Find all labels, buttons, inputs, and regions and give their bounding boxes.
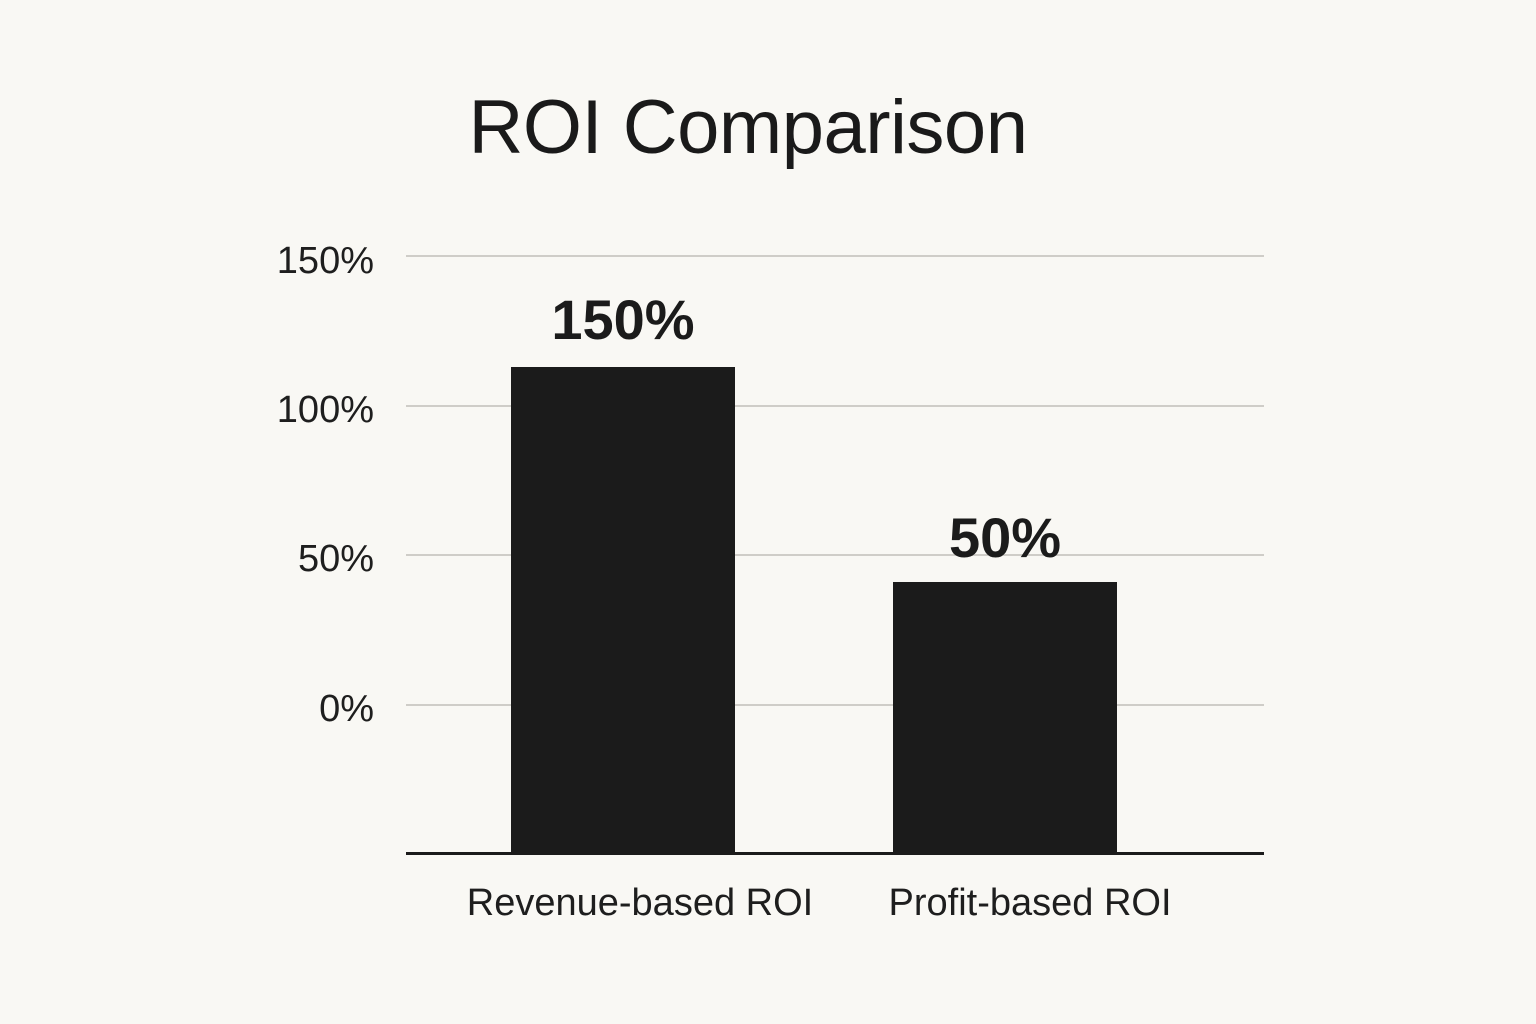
y-tick-label: 150%	[276, 240, 374, 282]
x-tick-label: Profit-based ROI	[888, 882, 1172, 924]
gridline-0	[406, 704, 1264, 706]
y-tick-label: 0%	[319, 688, 374, 730]
x-axis-line	[406, 852, 1264, 855]
y-tick-label: 50%	[297, 538, 374, 580]
bar-profit-based-roi	[893, 582, 1117, 853]
bar-value-label: 50%	[948, 506, 1062, 569]
gridline-150	[406, 255, 1264, 257]
y-tick-label: 100%	[276, 389, 374, 431]
bar-value-label: 150%	[551, 288, 695, 351]
chart-title: ROI Comparison	[468, 85, 1028, 170]
bar-revenue-based-roi	[511, 367, 735, 853]
x-tick-label: Revenue-based ROI	[466, 882, 814, 924]
gridline-50	[406, 554, 1264, 556]
gridline-100	[406, 405, 1264, 407]
